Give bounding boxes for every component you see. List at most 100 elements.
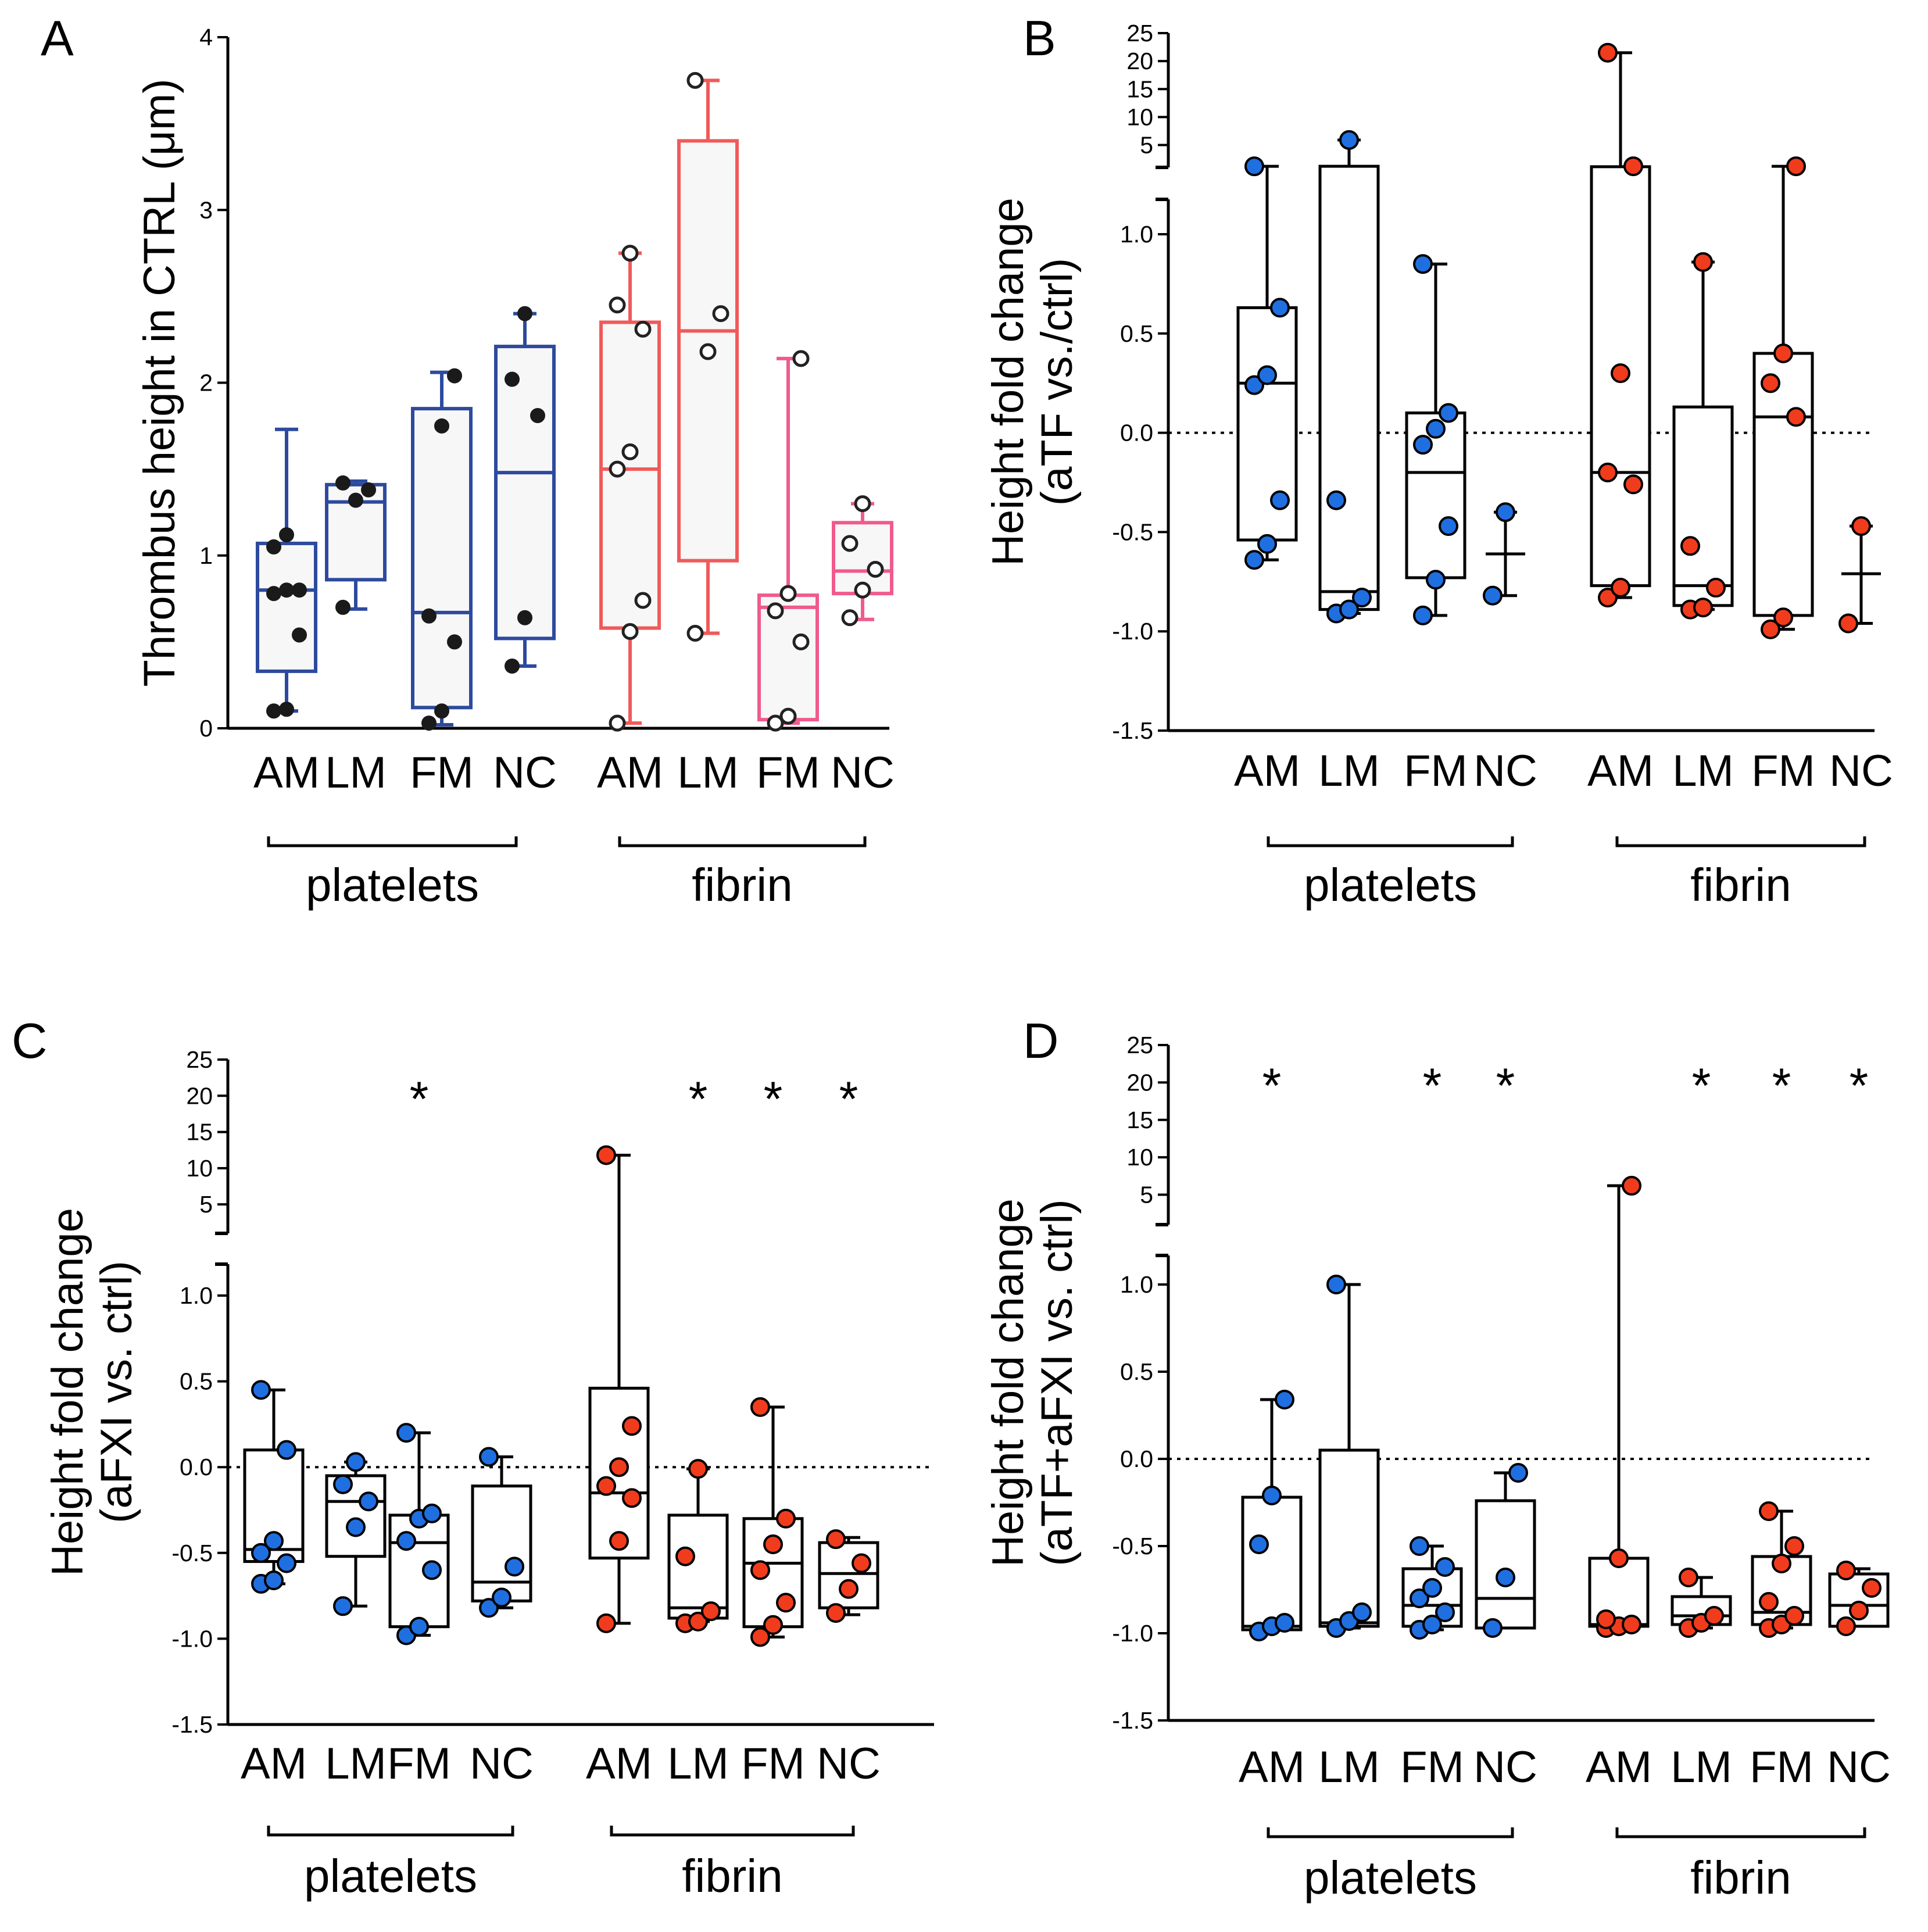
data-point (1611, 363, 1630, 384)
box-fibrin-nc (1838, 516, 1881, 634)
data-point (1262, 1486, 1282, 1505)
group-label: platelets (306, 859, 479, 911)
data-point (750, 1560, 770, 1580)
data-point (867, 561, 884, 578)
data-point (1596, 1609, 1616, 1629)
data-point (776, 1593, 796, 1613)
y-tick-label: 1.0 (1120, 221, 1153, 248)
group-bracket (267, 836, 518, 847)
data-point (841, 609, 859, 627)
data-point (1426, 570, 1446, 590)
box-platelets-am (256, 427, 317, 719)
data-point (396, 1531, 416, 1551)
x-category-label: LM (1672, 746, 1734, 796)
data-point (1244, 375, 1264, 395)
significance-star: * (1772, 1058, 1791, 1112)
y-tick-label: 20 (1126, 1069, 1153, 1096)
y-tick-label: 4 (199, 24, 213, 51)
data-point (1483, 1618, 1503, 1638)
data-point (1759, 1501, 1779, 1521)
data-point (361, 482, 376, 498)
iqr-box (1672, 405, 1734, 607)
y-tick-label: -1.0 (171, 1625, 213, 1652)
data-point (763, 1534, 783, 1555)
data-point (264, 1570, 284, 1591)
x-category-label: LM (667, 1739, 729, 1788)
data-point (779, 585, 797, 602)
data-point (517, 306, 532, 321)
x-category-label: AM (1587, 746, 1654, 796)
data-point (266, 703, 281, 719)
data-point (1275, 1390, 1294, 1409)
box-platelets-am (1241, 1390, 1303, 1641)
y-tick-label: -1.0 (1112, 618, 1153, 645)
data-point (251, 1543, 271, 1563)
data-point (1439, 403, 1458, 423)
data-point (517, 610, 532, 625)
data-point (335, 475, 350, 491)
data-point (277, 1440, 296, 1460)
box-platelets-fm (411, 368, 473, 731)
data-point (712, 305, 729, 323)
data-point (434, 418, 449, 434)
x-category-label: NC (817, 1739, 881, 1788)
data-point (279, 527, 294, 543)
data-point (1773, 607, 1793, 628)
data-point (852, 1553, 871, 1573)
data-point (839, 1579, 859, 1599)
y-tick-label: -1.5 (171, 1711, 213, 1738)
significance-star: * (839, 1071, 859, 1126)
data-point (609, 1457, 629, 1477)
data-point (333, 1474, 353, 1494)
y-tick-label: -1.5 (1112, 717, 1153, 744)
x-category-label: NC (831, 748, 895, 797)
box-platelets-nc (1483, 502, 1525, 606)
data-point (1693, 252, 1713, 272)
data-point (622, 1416, 642, 1436)
x-category-label: FM (741, 1739, 805, 1788)
y-tick-label: -1.5 (1112, 1707, 1153, 1734)
y-tick-label: 10 (1126, 1144, 1153, 1171)
data-point (1483, 585, 1503, 606)
data-point (1862, 1578, 1882, 1598)
iqr-box (494, 345, 556, 641)
y-tick-label: 0.0 (1120, 420, 1153, 446)
box-platelets-lm (1318, 1275, 1380, 1638)
y-tick-label: 3 (199, 196, 213, 223)
data-point (251, 1380, 271, 1400)
group-bracket (1267, 1827, 1514, 1838)
x-category-label: NC (1473, 1743, 1537, 1792)
significance-star: * (689, 1071, 708, 1126)
y-tick-label: -0.5 (1112, 1533, 1153, 1559)
data-point (609, 460, 626, 478)
group-label: fibrin (682, 1850, 782, 1902)
significance-star: * (764, 1071, 783, 1126)
y-tick-label: 10 (1126, 103, 1153, 130)
y-tick-label: 2 (199, 370, 213, 396)
y-tick-label: 0.5 (180, 1368, 213, 1395)
data-point (1352, 1602, 1372, 1622)
data-point (750, 1397, 770, 1417)
data-point (1679, 1568, 1698, 1587)
data-point (776, 1508, 796, 1529)
x-category-label: NC (1829, 746, 1893, 796)
data-point (750, 1627, 770, 1647)
data-point (1761, 373, 1780, 393)
data-point (767, 602, 784, 620)
data-point (596, 1145, 616, 1165)
data-point (348, 492, 363, 508)
group-bracket (610, 1826, 855, 1837)
y-tick-label: 0.0 (1120, 1446, 1153, 1472)
box-platelets-lm (325, 1452, 387, 1616)
significance-star: * (1692, 1058, 1711, 1112)
data-point (505, 658, 520, 674)
data-point (634, 592, 652, 609)
x-category-label: LM (1318, 746, 1380, 796)
y-tick-label: 20 (1126, 48, 1153, 74)
data-point (1244, 156, 1264, 177)
data-point (396, 1423, 416, 1443)
y-tick-label: 1.0 (180, 1282, 213, 1309)
box-fibrin-am (1588, 1176, 1650, 1638)
y-tick-label: 10 (186, 1155, 213, 1182)
